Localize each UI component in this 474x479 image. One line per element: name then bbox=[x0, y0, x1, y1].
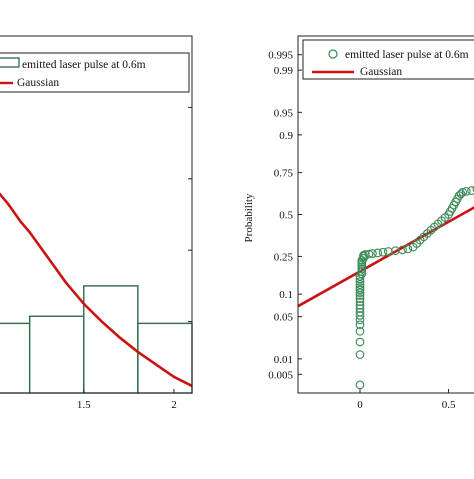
probability-data-point bbox=[373, 248, 383, 258]
probability-data-point bbox=[355, 304, 365, 313]
probability-data-point bbox=[368, 249, 377, 258]
probability-y-tick-label: 0.99 bbox=[274, 65, 294, 77]
probability-data-point bbox=[456, 189, 466, 199]
probability-y-tick-label: 0.5 bbox=[279, 210, 293, 222]
histogram-bar bbox=[28, 315, 85, 394]
probability-data-point bbox=[355, 285, 365, 295]
probability-legend: emitted laser pulse at 0.6m Gaussian bbox=[302, 39, 474, 80]
histogram-legend-label-pulse: emitted laser pulse at 0.6m bbox=[22, 59, 146, 71]
histogram-legend-box bbox=[0, 52, 190, 93]
probability-x-tick-label: 0.5 bbox=[442, 399, 456, 411]
probability-legend-marker-swatch bbox=[328, 49, 338, 59]
probability-data-point bbox=[355, 277, 365, 286]
probability-data-point bbox=[357, 262, 367, 272]
probability-y-ticks: 0.005 0.01 0.05 0.1 0.25 0.5 0.75 0.9 0.95 0.99 0.… bbox=[268, 50, 302, 381]
probability-y-tick-label: 0.005 bbox=[268, 369, 293, 381]
probability-data-point bbox=[355, 307, 365, 317]
probability-data-point bbox=[357, 264, 367, 274]
probability-data-point bbox=[355, 297, 365, 307]
probability-x-tick-label: 0 bbox=[357, 399, 363, 411]
probability-data-point bbox=[378, 247, 388, 257]
probability-data-point bbox=[355, 283, 365, 292]
probability-data-point bbox=[355, 300, 365, 310]
probability-data-point bbox=[364, 249, 374, 259]
histogram-panel: 1.5 2 emitted laser pulse at 0.6m Gaussia… bbox=[0, 35, 193, 411]
histogram-axes-frame bbox=[0, 35, 193, 394]
probability-y-tick-label: 0.05 bbox=[274, 312, 294, 324]
probability-data-point bbox=[467, 186, 474, 195]
probability-axes-frame bbox=[297, 35, 474, 394]
probability-y-tick-label: 0.995 bbox=[268, 50, 293, 62]
probability-y-tick-label: 0.75 bbox=[274, 168, 294, 180]
probability-data-point bbox=[355, 350, 365, 359]
histogram-y-tick-marks bbox=[188, 106, 192, 323]
histogram-x-tick-label: 1.5 bbox=[77, 399, 91, 411]
probability-plot-panel: Probability 0.0050.010.050.10.250.50.750… bbox=[243, 35, 474, 411]
probability-legend-label-gaussian: Gaussian bbox=[360, 66, 402, 78]
histogram-x-ticks: 1.5 2 bbox=[77, 389, 177, 411]
probability-data-point bbox=[355, 337, 365, 347]
histogram-bars bbox=[0, 285, 193, 394]
probability-data-point bbox=[458, 187, 468, 197]
histogram-legend-label-gaussian: Gaussian bbox=[17, 77, 59, 89]
gaussian-fit-curve bbox=[0, 192, 193, 388]
probability-data-point bbox=[357, 267, 367, 276]
probability-data-point bbox=[355, 280, 365, 289]
probability-data-point bbox=[355, 380, 365, 390]
probability-y-tick-label: 0.95 bbox=[274, 107, 294, 119]
probability-data-point bbox=[403, 244, 413, 254]
probability-y-tick-label: 0.25 bbox=[274, 251, 294, 263]
probability-data-point bbox=[355, 320, 365, 330]
histogram-bar bbox=[0, 322, 31, 394]
probability-legend-label-pulse: emitted laser pulse at 0.6m bbox=[345, 49, 469, 61]
probability-data-points bbox=[355, 185, 474, 390]
histogram-x-tick-label: 2 bbox=[171, 399, 177, 411]
histogram-bar bbox=[83, 285, 139, 394]
probability-x-ticks: 0 0.5 bbox=[357, 389, 456, 411]
probability-y-axis-label: Probability bbox=[243, 193, 255, 242]
probability-data-point bbox=[461, 187, 471, 196]
probability-data-point bbox=[357, 269, 367, 279]
probability-y-tick-label: 0.1 bbox=[279, 289, 293, 301]
probability-y-tick-label: 0.9 bbox=[279, 130, 293, 142]
probability-data-point bbox=[355, 288, 365, 298]
histogram-legend: emitted laser pulse at 0.6m Gaussian bbox=[0, 52, 190, 93]
probability-data-point bbox=[355, 326, 365, 336]
probability-data-point bbox=[355, 294, 365, 303]
probability-data-point bbox=[398, 245, 407, 255]
probability-data-point bbox=[355, 311, 365, 320]
histogram-legend-bar-swatch bbox=[0, 57, 20, 68]
probability-y-tick-label: 0.01 bbox=[274, 354, 293, 366]
probability-data-point bbox=[472, 185, 474, 193]
